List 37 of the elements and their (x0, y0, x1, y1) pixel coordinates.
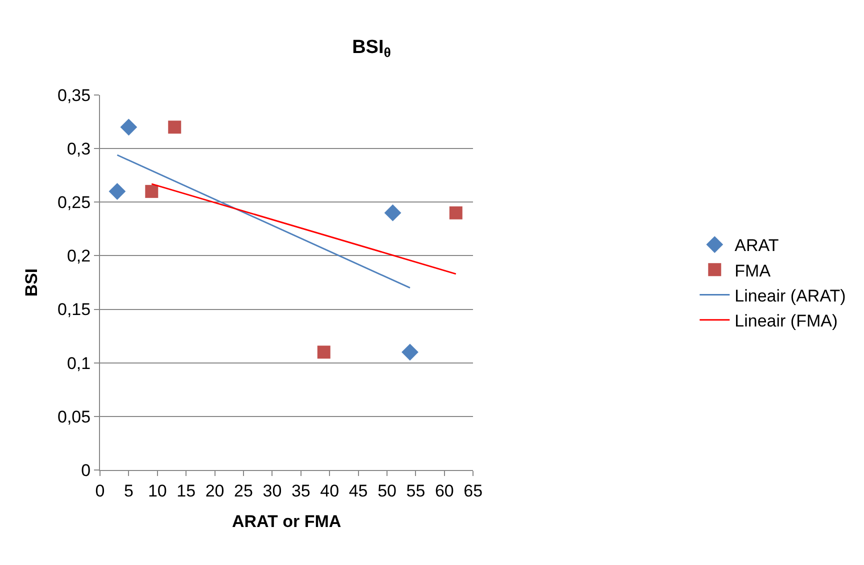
x-tick-label: 35 (291, 481, 310, 500)
legend-label: ARAT (734, 236, 779, 256)
x-tick-label: 55 (406, 481, 426, 500)
point (384, 204, 402, 222)
x-tick-label: 45 (348, 481, 368, 500)
chart-title: BSI$_{θ}$ (352, 36, 391, 60)
x-tick-label: 50 (378, 481, 396, 500)
y-tick-label: 0,15 (58, 300, 91, 320)
x-tick-label: 40 (320, 481, 340, 500)
point (317, 346, 330, 359)
x-tick-label: 60 (434, 481, 454, 500)
y-tick-label: 0,35 (58, 86, 91, 105)
point (145, 184, 158, 198)
point (402, 344, 418, 361)
x-tick-label: 10 (148, 481, 167, 500)
y-tick-label: 0 (81, 460, 91, 480)
x-tick-label: 15 (176, 481, 196, 500)
point (120, 118, 138, 136)
x-tick-label: 5 (124, 481, 134, 500)
point (449, 206, 462, 220)
point (168, 120, 182, 134)
y-tick-label: 0,2 (66, 246, 91, 266)
y-tick-label: 0,1 (66, 354, 91, 373)
x-tick-label: 30 (262, 481, 282, 500)
legend-label: Lineair (ARAT) (734, 286, 846, 306)
legend-label: FMA (734, 261, 772, 280)
x-tick-label: 20 (205, 481, 224, 500)
y-axis-title: BSI (22, 268, 42, 297)
x-axis-title: ARAT or FMA (232, 512, 342, 531)
x-tick-label: 25 (234, 481, 253, 500)
y-tick-label: 0,25 (58, 193, 91, 212)
y-tick-label: 0,05 (58, 407, 91, 426)
y-tick-label: 0,3 (66, 140, 91, 159)
point (108, 182, 126, 200)
x-tick-label: 0 (95, 481, 105, 500)
x-tick-label: 65 (464, 481, 483, 500)
legend-label: Lineair (FMA) (734, 311, 838, 330)
